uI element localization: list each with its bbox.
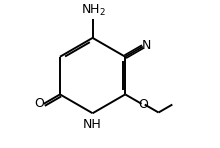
Text: O: O xyxy=(139,98,148,111)
Text: NH: NH xyxy=(83,118,102,131)
Text: NH$_2$: NH$_2$ xyxy=(81,3,106,18)
Text: N: N xyxy=(142,39,151,52)
Text: O: O xyxy=(35,97,45,110)
